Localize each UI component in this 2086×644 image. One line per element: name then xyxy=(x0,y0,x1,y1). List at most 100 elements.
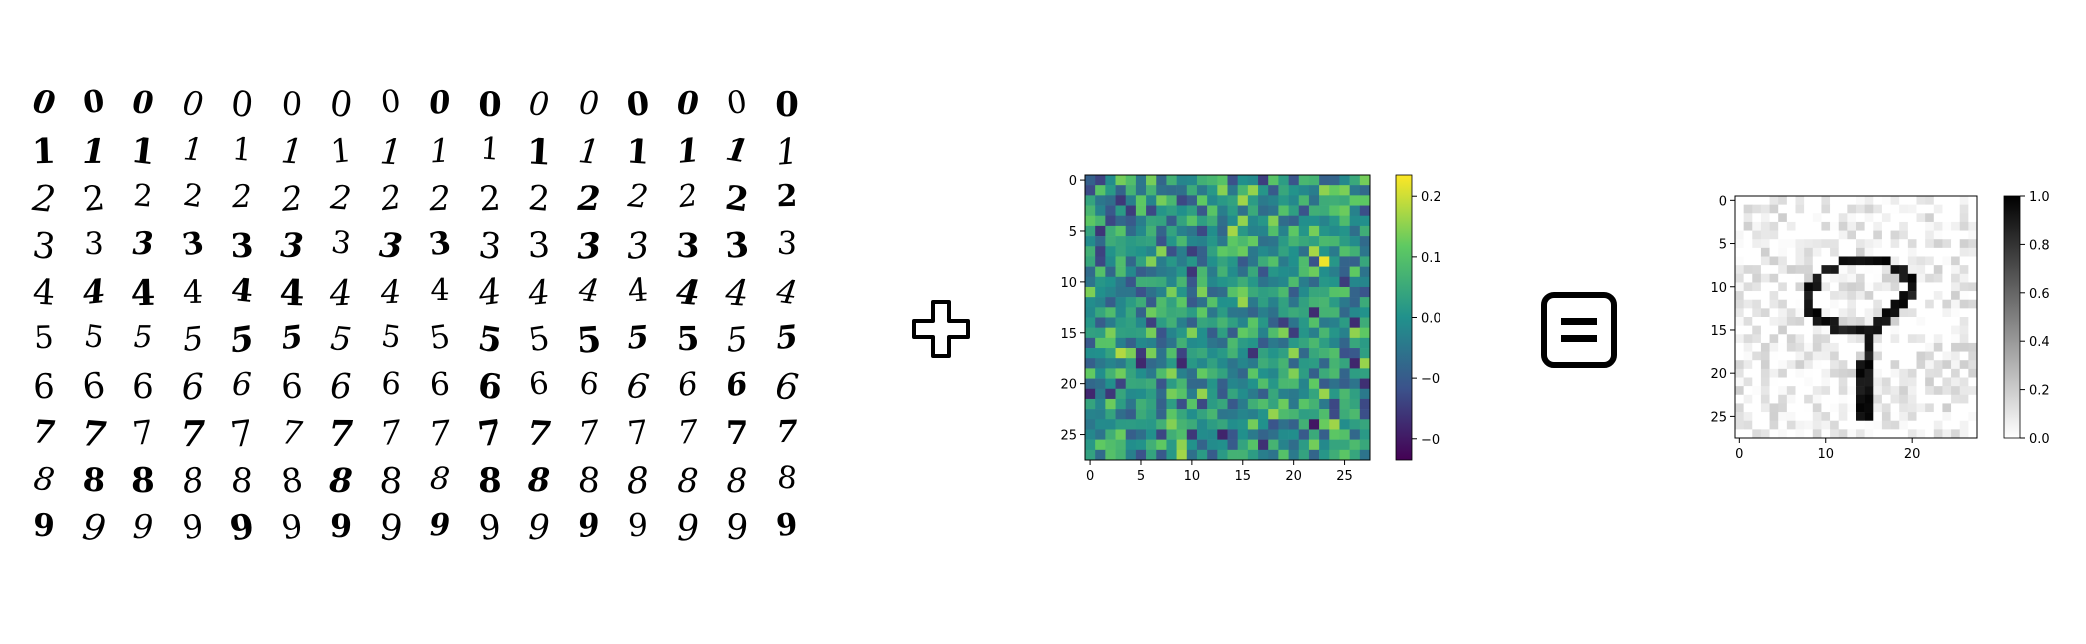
noise-cell xyxy=(1176,409,1188,420)
noise-cell xyxy=(1329,368,1340,379)
noise-cell xyxy=(1247,439,1259,451)
pixel-cell xyxy=(1916,317,1926,326)
digit-cell: 9 xyxy=(79,506,108,551)
pixel-cell xyxy=(1743,394,1753,404)
pixel-cell xyxy=(1933,221,1943,231)
noise-cell xyxy=(1115,297,1127,308)
noise-cell xyxy=(1339,286,1350,298)
pixel-cell xyxy=(1968,334,1978,344)
pixel-cell xyxy=(1864,213,1874,223)
noise-cell xyxy=(1156,236,1167,247)
noise-cell xyxy=(1308,378,1320,390)
colorbar-tick-label: 1.0 xyxy=(2029,190,2050,205)
pixel-cell xyxy=(1856,351,1865,361)
pixel-cell xyxy=(1830,377,1840,387)
pixel-cell xyxy=(1856,230,1865,240)
noise-cell xyxy=(1237,439,1249,451)
noise-cell xyxy=(1176,348,1188,359)
noise-cell xyxy=(1196,266,1208,278)
digit-cell: 4 xyxy=(626,272,650,310)
noise-cell xyxy=(1288,398,1300,410)
pixel-cell xyxy=(1847,334,1857,344)
noise-cell xyxy=(1237,215,1249,227)
noise-cell xyxy=(1115,307,1127,318)
noise-cell xyxy=(1339,205,1350,217)
noise-cell xyxy=(1135,175,1147,186)
pixel-cell xyxy=(1804,351,1814,361)
pixel-cell xyxy=(1769,256,1779,266)
pixel-cell xyxy=(1968,221,1978,231)
pixel-cell xyxy=(1838,351,1848,361)
digit-cell: 0 xyxy=(180,84,205,124)
pixel-cell xyxy=(1735,239,1744,249)
pixel-cell xyxy=(1804,308,1814,318)
noise-cell xyxy=(1217,378,1228,390)
noise-cell xyxy=(1217,388,1228,400)
noise-cell xyxy=(1359,327,1371,339)
pixel-cell xyxy=(1830,412,1840,422)
noise-cell xyxy=(1268,215,1279,227)
pixel-cell xyxy=(1804,204,1814,214)
noise-cell xyxy=(1217,449,1228,461)
noise-cell xyxy=(1319,246,1330,257)
pixel-cell xyxy=(1916,273,1926,283)
noise-cell xyxy=(1268,337,1279,349)
noise-cell xyxy=(1125,317,1137,328)
pixel-cell xyxy=(1847,239,1857,249)
pixel-cell xyxy=(1812,291,1822,301)
noise-cell xyxy=(1166,266,1177,278)
pixel-cell xyxy=(1907,412,1917,422)
pixel-cell xyxy=(1881,368,1891,378)
noise-cell xyxy=(1125,348,1137,359)
noise-cell xyxy=(1105,419,1116,430)
digit-cell: 9 xyxy=(774,506,799,545)
pixel-cell xyxy=(1959,196,1969,205)
digit-cell: 5 xyxy=(525,318,552,360)
noise-cell xyxy=(1227,439,1238,451)
digit-cell: 7 xyxy=(377,412,404,454)
y-tick-label: 25 xyxy=(1060,429,1077,444)
pixel-cell xyxy=(1890,412,1900,422)
pixel-cell xyxy=(1890,325,1900,335)
pixel-cell xyxy=(1881,342,1891,352)
pixel-cell xyxy=(1821,360,1831,370)
pixel-cell xyxy=(1795,342,1805,352)
pixel-cell xyxy=(1942,351,1952,361)
noise-cell xyxy=(1156,327,1167,339)
noise-cell xyxy=(1176,286,1188,298)
noise-cell xyxy=(1207,327,1218,339)
noise-cell xyxy=(1278,246,1289,257)
digit-cell: 2 xyxy=(180,177,205,216)
noise-cell xyxy=(1156,348,1167,359)
noise-cell xyxy=(1247,246,1259,257)
pixel-cell xyxy=(1899,265,1909,275)
pixel-cell xyxy=(1838,342,1848,352)
pixel-cell xyxy=(1959,265,1969,275)
noise-cell xyxy=(1156,419,1167,430)
noise-cell xyxy=(1359,429,1371,440)
pixel-cell xyxy=(1864,221,1874,231)
noise-cell xyxy=(1146,348,1157,359)
noise-cell xyxy=(1176,337,1188,349)
noise-cell xyxy=(1227,185,1238,196)
noise-cell xyxy=(1085,185,1096,196)
noise-cell xyxy=(1258,297,1269,308)
pixel-cell xyxy=(1899,247,1909,257)
noise-cell xyxy=(1085,429,1096,440)
noise-cell xyxy=(1217,409,1228,420)
pixel-cell xyxy=(1769,394,1779,404)
pixel-cell xyxy=(1925,291,1935,301)
noise-cell xyxy=(1349,419,1361,430)
noise-cell xyxy=(1095,337,1106,349)
pixel-cell xyxy=(1864,291,1874,301)
noise-cell xyxy=(1105,378,1116,390)
pixel-cell xyxy=(1968,256,1978,266)
pixel-cell xyxy=(1959,213,1969,223)
noise-cell xyxy=(1258,439,1269,451)
pixel-cell xyxy=(1959,273,1969,283)
noise-cell xyxy=(1156,429,1167,440)
noise-cell xyxy=(1298,266,1310,278)
pixel-cell xyxy=(1743,368,1753,378)
pixel-cell xyxy=(1743,342,1753,352)
pixel-cell xyxy=(1804,247,1814,257)
